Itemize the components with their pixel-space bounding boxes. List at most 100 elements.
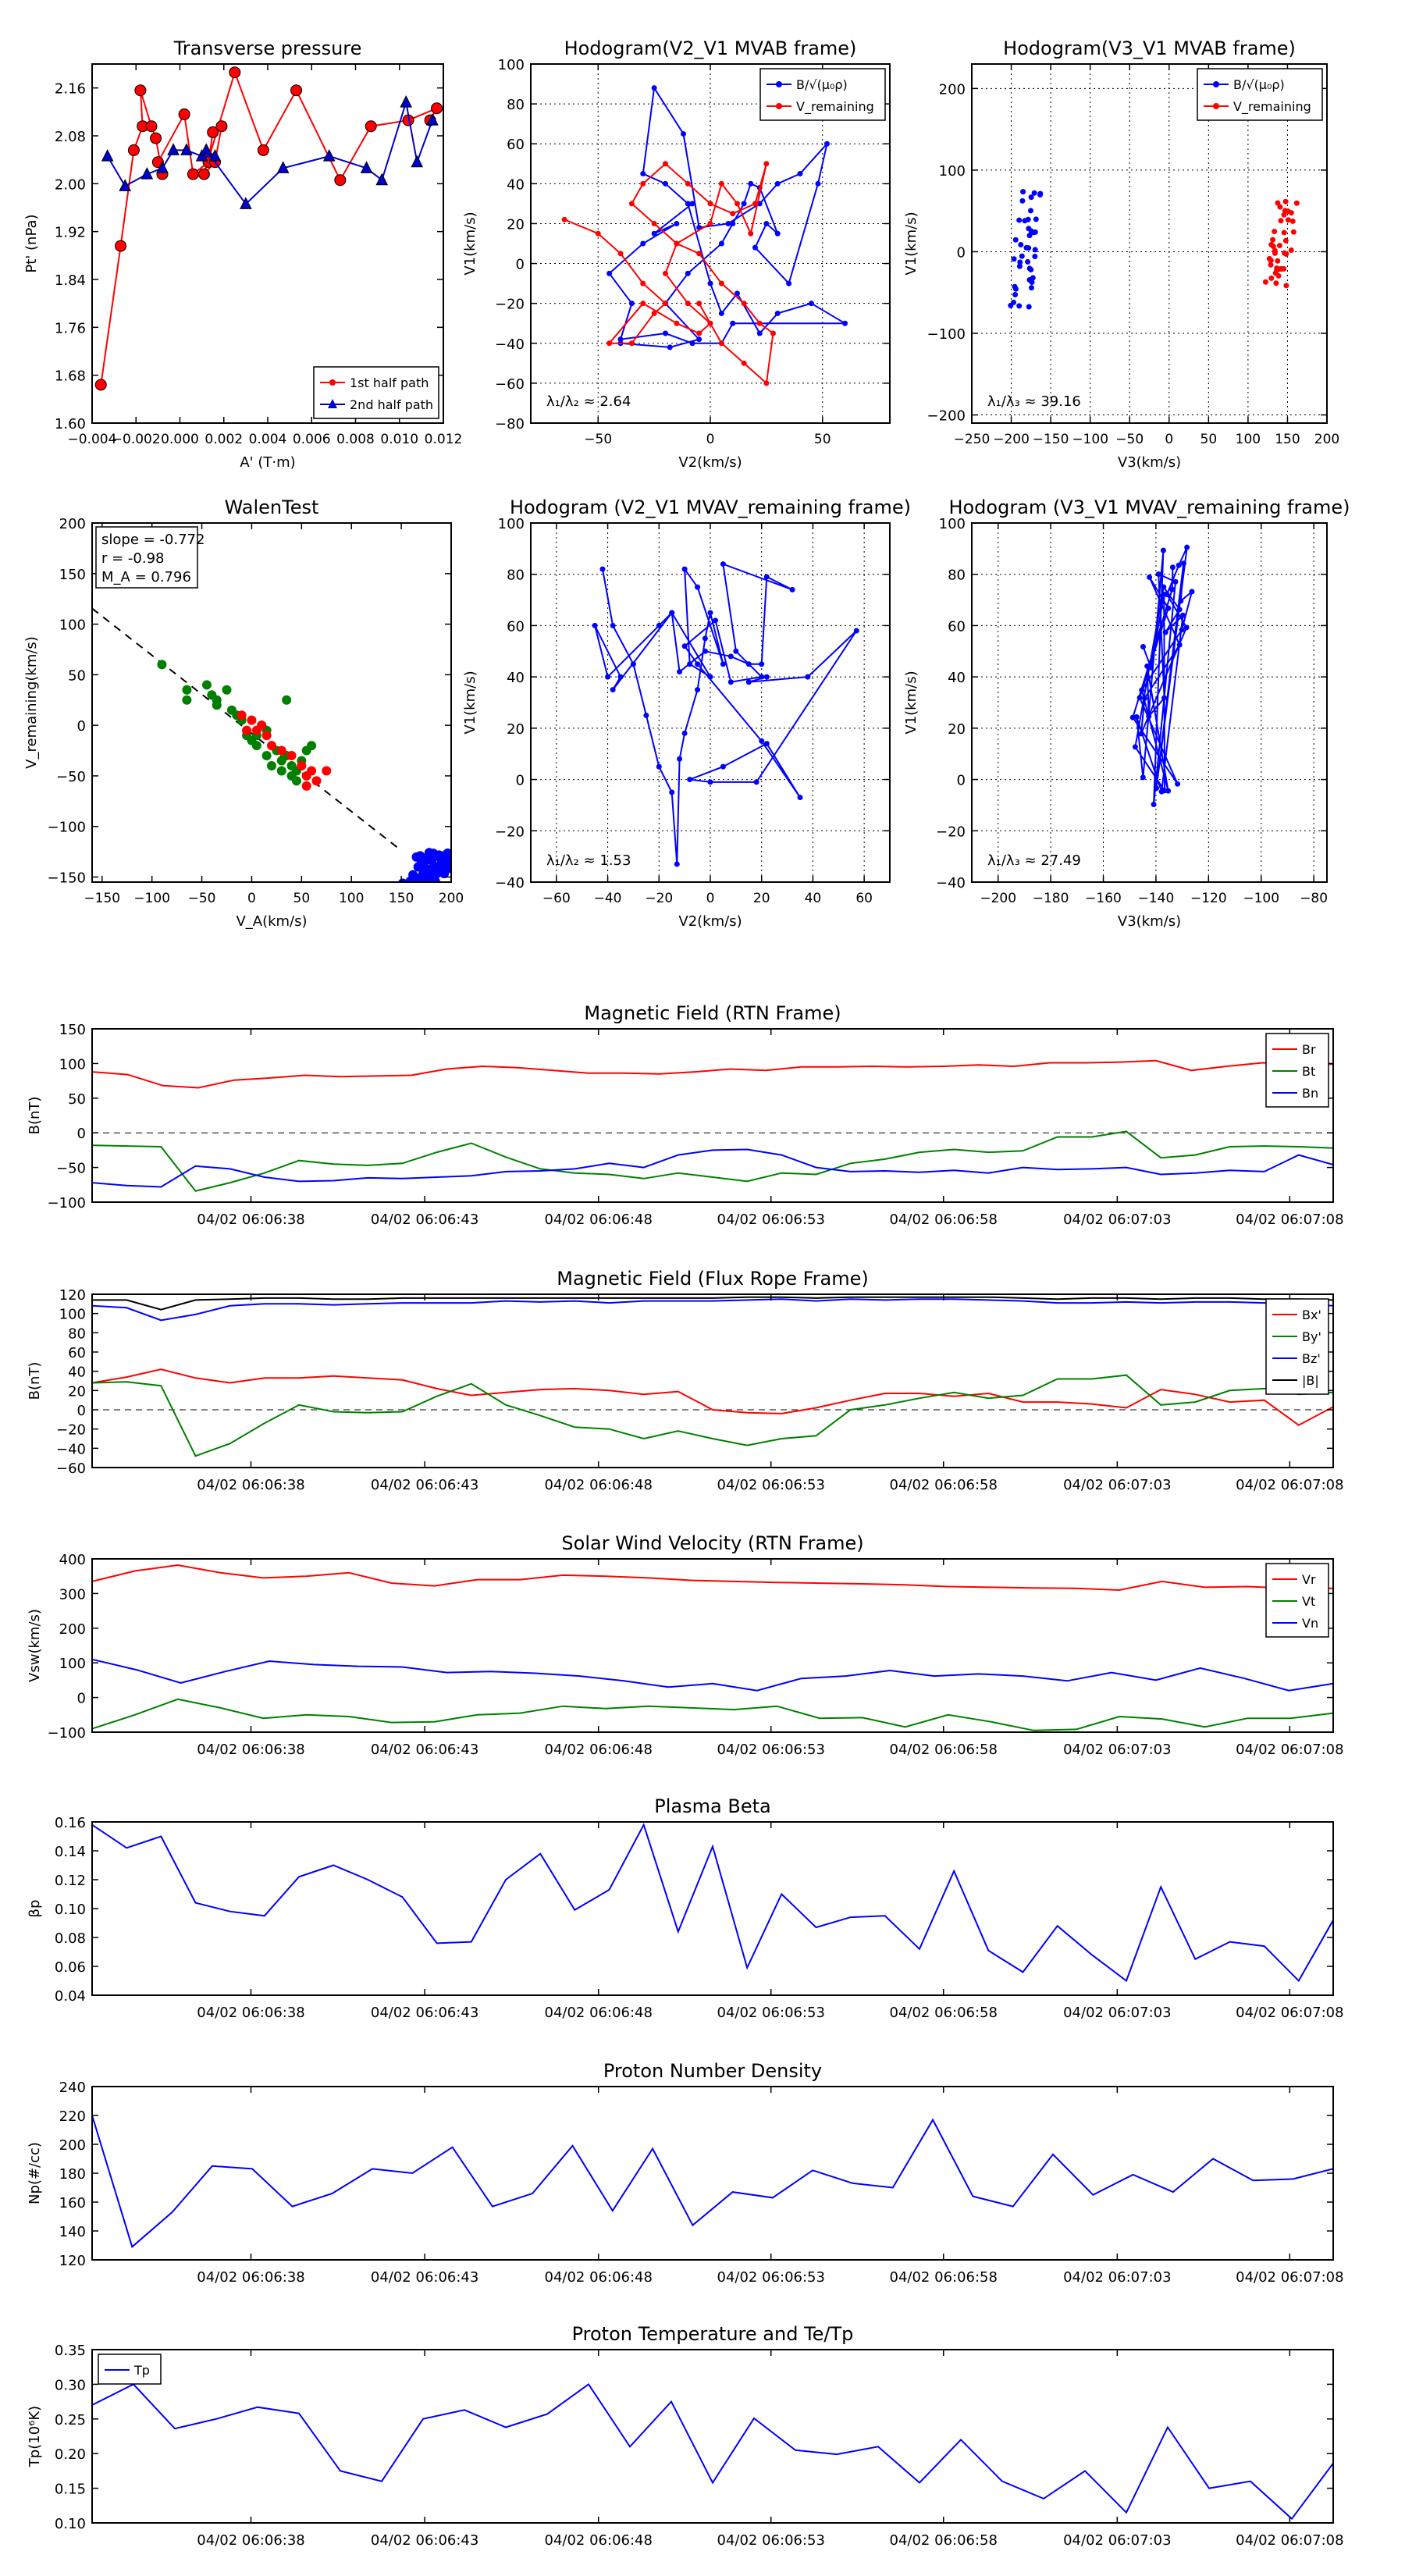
x-tick-label: 04/02 06:06:38 [197, 1477, 304, 1493]
axes-frame [91, 522, 452, 883]
data-point [443, 863, 451, 873]
axes-frame [971, 63, 1328, 424]
series-line-Vn [92, 1658, 1333, 1692]
data-point [334, 174, 347, 187]
chart-title: Transverse pressure [173, 37, 362, 59]
data-point [617, 336, 624, 343]
panel-h1: Hodogram(V2_V1 MVAB frame) −80 −60 −40 −20 0 2… [462, 37, 891, 471]
data-point [695, 687, 701, 693]
data-point [307, 766, 317, 776]
data-point [628, 201, 635, 207]
series-line-path [1132, 546, 1193, 805]
y-tick-label: 150 [59, 1022, 86, 1038]
y-tick-label: 1.92 [55, 225, 86, 241]
data-point [229, 66, 241, 79]
data-point [1161, 591, 1167, 597]
chart-title: Proton Number Density [603, 2060, 822, 2082]
data-point [182, 685, 192, 695]
x-tick-label: −60 [542, 891, 571, 906]
y-tick-label: 220 [59, 2108, 86, 2125]
data-point [187, 168, 199, 180]
y-tick-label: 0 [77, 718, 86, 735]
data-point [707, 610, 713, 616]
data-point [1172, 578, 1179, 585]
y-tick-label: −80 [495, 416, 525, 432]
data-point [685, 201, 691, 207]
x-tick-label: −250 [954, 432, 991, 447]
data-point [651, 220, 657, 226]
y-axis-label: V_remaining(km/s) [23, 636, 40, 769]
y-axis-label: V1(km/s) [462, 671, 478, 734]
data-point [119, 179, 131, 191]
data-point [1165, 605, 1172, 611]
data-point [695, 584, 701, 590]
x-tick-label: −100 [1243, 891, 1279, 906]
series-line-B/√(μ₀ρ) [608, 85, 848, 348]
data-point [208, 148, 222, 162]
data-point [853, 628, 859, 634]
data-point [617, 674, 624, 680]
data-point [1281, 212, 1287, 218]
data-point [400, 94, 412, 108]
data-point [1140, 643, 1146, 649]
y-tick-label: 0.14 [55, 1844, 86, 1860]
data-point [1151, 802, 1157, 808]
x-tick-label: 0 [1165, 432, 1173, 447]
y-tick-label: −40 [936, 875, 966, 891]
data-point [640, 240, 646, 247]
axes-frame [91, 1558, 1334, 1733]
y-tick-label: 0 [77, 1691, 86, 1707]
data-point [1146, 713, 1152, 720]
x-tick-label: 0 [706, 891, 715, 906]
data-point [431, 102, 443, 115]
data-point [759, 738, 765, 744]
x-tick-label: −180 [1033, 891, 1069, 906]
data-point [1282, 198, 1289, 205]
x-tick-label: −0.002 [112, 432, 161, 447]
y-tick-label: 60 [507, 137, 525, 153]
legend: 1st half path 2nd half path [313, 366, 439, 419]
data-point [1285, 217, 1291, 223]
data-point [1273, 280, 1279, 286]
data-point [1276, 243, 1282, 249]
data-point [677, 669, 683, 675]
x-tick-label: 04/02 06:07:03 [1063, 1212, 1171, 1228]
y-tick-label: 300 [59, 1586, 86, 1603]
data-point [178, 108, 190, 120]
data-point [1176, 607, 1183, 613]
x-tick-label: 0.008 [336, 432, 375, 447]
data-point [689, 340, 695, 347]
x-tick-label: −20 [645, 891, 673, 906]
series-line-Tp [92, 2382, 1333, 2521]
data-point [1148, 664, 1154, 671]
panel-h2: Hodogram(V3_V1 MVAB frame) −200 −100 0 100 20… [903, 37, 1339, 471]
data-point [1012, 291, 1019, 297]
y-tick-label: 160 [59, 2195, 86, 2211]
data-point [1017, 259, 1023, 265]
data-point [656, 622, 662, 628]
legend-marker [329, 379, 336, 386]
legend-label: Bz' [1302, 1351, 1321, 1366]
data-point [257, 720, 267, 731]
data-point [720, 661, 726, 667]
legend-label: Bn [1302, 1086, 1318, 1101]
data-point [763, 574, 770, 580]
y-axis-label: V1(km/s) [903, 671, 919, 734]
x-tick-label: 04/02 06:06:58 [890, 1212, 998, 1228]
series-line-Br [92, 1059, 1333, 1089]
data-point [842, 320, 848, 326]
y-tick-label: −40 [495, 875, 525, 891]
y-axis-label: Vsw(km/s) [27, 1609, 43, 1682]
y-axis-label: Tp(10⁶K) [27, 2406, 43, 2467]
x-tick-label: 50 [814, 432, 831, 447]
data-point [1277, 204, 1283, 210]
y-tick-label: 100 [59, 617, 86, 634]
data-point [94, 379, 107, 391]
data-point [140, 166, 154, 180]
y-tick-label: 2.00 [55, 176, 86, 193]
legend-marker [1213, 103, 1219, 109]
data-point [1180, 560, 1186, 567]
x-tick-label: −40 [594, 891, 622, 906]
axes-frame [91, 2349, 1334, 2524]
data-point [727, 679, 734, 685]
